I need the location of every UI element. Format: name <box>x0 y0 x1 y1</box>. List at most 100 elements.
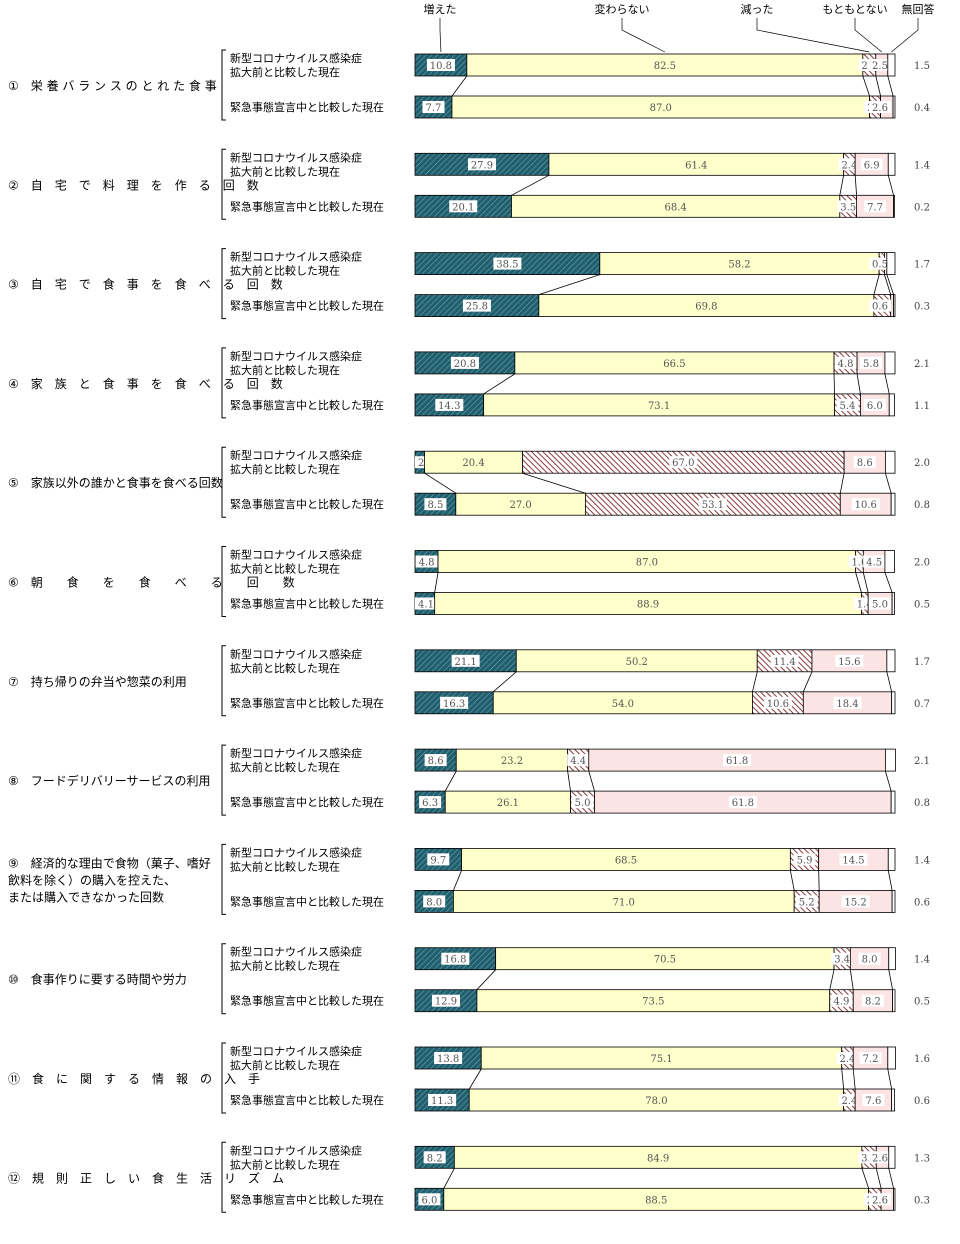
no-answer-label: 1.4 <box>914 955 930 966</box>
value-label: 18.4 <box>836 699 858 710</box>
value-label: 15.2 <box>845 897 867 908</box>
legend-label: 減った <box>741 2 774 16</box>
row-label: 新型コロナウイルス感染症 <box>230 1143 362 1157</box>
bar-connector <box>887 672 892 692</box>
row-label: 拡大前と比較した現在 <box>230 363 340 377</box>
value-label: 26.1 <box>497 798 519 809</box>
row-label: 緊急事態宣言中と比較した現在 <box>230 299 384 313</box>
row-label: 新型コロナウイルス感染症 <box>230 448 362 462</box>
value-label: 10.6 <box>767 699 789 710</box>
value-label: 8.2 <box>427 1153 443 1164</box>
bar-connector <box>568 771 571 791</box>
value-label: 73.5 <box>642 997 664 1008</box>
value-label: 66.5 <box>663 359 685 370</box>
bar-segment-5 <box>892 593 894 615</box>
bar-connector <box>856 573 862 593</box>
value-label: 67.0 <box>672 458 694 469</box>
value-label: 14.5 <box>842 855 864 866</box>
value-label: 8.6 <box>857 458 873 469</box>
value-label: 8.6 <box>428 756 444 767</box>
value-label: 12.9 <box>435 997 457 1008</box>
value-label: 54.0 <box>612 699 634 710</box>
value-label: 61.4 <box>685 160 707 171</box>
value-label: 25.8 <box>466 302 488 313</box>
value-label: 5.9 <box>797 855 813 866</box>
category-group: ③ 自 宅 で 食 事 を 食 べ る 回 数新型コロナウイルス感染症拡大前と比… <box>8 249 930 319</box>
value-label: 6.0 <box>867 401 883 412</box>
bar-segment-4 <box>891 295 894 317</box>
bar-segment-5 <box>889 394 894 416</box>
value-label: 53.1 <box>702 500 724 511</box>
category-group: ⑩ 食事作りに要する時間や労力新型コロナウイルス感染症拡大前と比較した現在緊急事… <box>8 944 930 1014</box>
bar-segment-5 <box>888 848 895 870</box>
value-label: 2.6 <box>872 103 888 114</box>
value-label: 5.2 <box>799 897 815 908</box>
no-answer-label: 2.1 <box>914 359 930 370</box>
legend-leader <box>855 18 882 52</box>
value-label: 8.0 <box>862 955 878 966</box>
no-answer-label: 1.5 <box>914 61 930 72</box>
bar-connector <box>523 473 586 493</box>
value-label: 13.8 <box>437 1054 459 1065</box>
bar-connector <box>790 870 794 890</box>
value-label: 0.6 <box>872 302 888 313</box>
row-label: 新型コロナウイルス感染症 <box>230 250 362 264</box>
row-label: 緊急事態宣言中と比較した現在 <box>230 696 384 710</box>
category-label: ⑧ フードデリバリーサービスの利用 <box>8 773 211 788</box>
value-label: 23.2 <box>501 756 523 767</box>
bar-segment-5 <box>894 1188 895 1210</box>
row-label: 拡大前と比較した現在 <box>230 164 340 178</box>
bar-connector <box>853 1069 855 1089</box>
row-label: 拡大前と比較した現在 <box>230 462 340 476</box>
bar-connector <box>539 275 600 295</box>
row-label: 新型コロナウイルス感染症 <box>230 746 362 760</box>
value-label: 82.5 <box>654 61 676 72</box>
bar-connector <box>863 573 868 593</box>
value-label: 50.2 <box>626 657 648 668</box>
category-group: ⑦ 持ち帰りの弁当や惣菜の利用新型コロナウイルス感染症拡大前と比較した現在緊急事… <box>8 646 930 716</box>
value-label: 68.4 <box>665 202 687 213</box>
category-group: ⑧ フードデリバリーサービスの利用新型コロナウイルス感染症拡大前と比較した現在緊… <box>8 745 930 815</box>
bar-segment-5 <box>888 1047 896 1069</box>
bar-connector <box>850 970 853 990</box>
bar-connector <box>842 1069 844 1089</box>
bar-segment-5 <box>892 890 895 912</box>
value-label: 8.5 <box>427 500 443 511</box>
value-label: 27.0 <box>509 500 531 511</box>
no-answer-label: 1.4 <box>914 855 930 866</box>
value-label: 69.8 <box>695 302 717 313</box>
bar-connector <box>857 374 860 394</box>
value-label: 4.8 <box>419 558 435 569</box>
value-label: 11.3 <box>431 1096 453 1107</box>
value-label: 7.6 <box>865 1096 881 1107</box>
value-label: 2.5 <box>872 61 888 72</box>
bar-segment-5 <box>891 493 895 515</box>
bar-segment-5 <box>887 650 895 672</box>
value-label: 2.6 <box>872 1153 888 1164</box>
row-bracket <box>222 844 226 914</box>
no-answer-label: 0.5 <box>914 997 930 1008</box>
row-label: 緊急事態宣言中と比較した現在 <box>230 795 384 809</box>
row-bracket <box>222 50 226 120</box>
bar-connector <box>885 473 891 493</box>
bar-connector <box>453 870 461 890</box>
bar-connector <box>885 573 892 593</box>
row-label: 緊急事態宣言中と比較した現在 <box>230 497 384 511</box>
value-label: 10.8 <box>430 61 452 72</box>
category-label: ② 自 宅 で 料 理 を 作 る 回 数 <box>8 177 259 192</box>
value-label: 5.0 <box>575 798 591 809</box>
value-label: 84.9 <box>647 1153 669 1164</box>
no-answer-label: 1.7 <box>914 260 930 271</box>
row-label: 新型コロナウイルス感染症 <box>230 945 362 959</box>
no-answer-label: 0.8 <box>914 500 930 511</box>
row-label: 拡大前と比較した現在 <box>230 1058 340 1072</box>
bar-connector <box>589 771 595 791</box>
value-label: 20.4 <box>462 458 484 469</box>
value-label: 6.0 <box>421 1195 437 1206</box>
value-label: 3.4 <box>834 955 850 966</box>
bar-segment-5 <box>892 1089 895 1111</box>
legend-label: 増えた <box>424 3 457 16</box>
row-label: 緊急事態宣言中と比較した現在 <box>230 994 384 1008</box>
bar-connector <box>855 175 856 195</box>
bar-connector <box>888 1069 892 1089</box>
